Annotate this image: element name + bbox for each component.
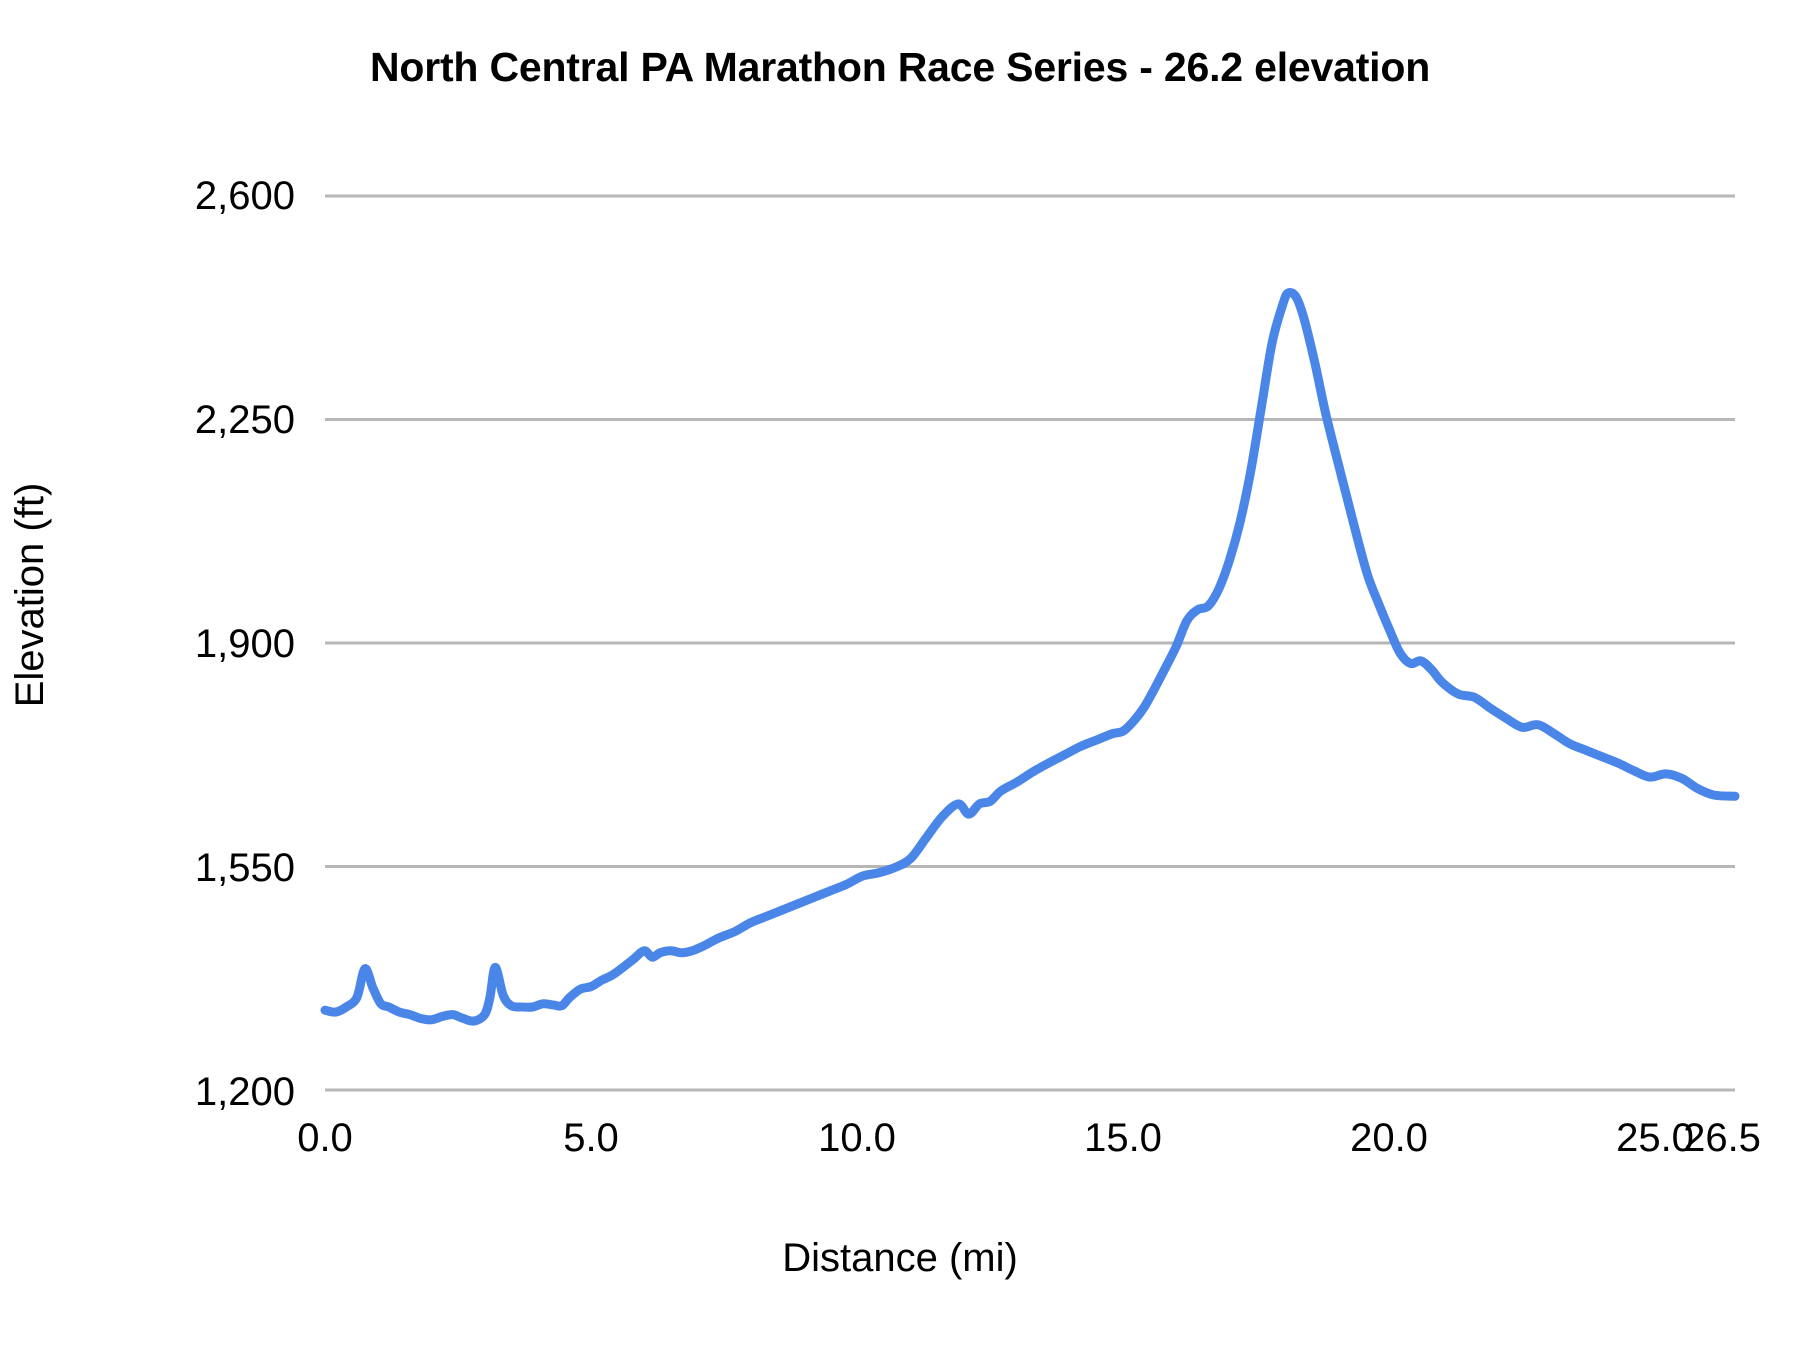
x-tick-label: 25.0 [1616,1116,1694,1160]
y-tick-label: 1,900 [194,622,295,666]
x-tick-label: 26.5 [1683,1116,1761,1160]
elevation-line-chart-svg [320,194,1740,1092]
elevation-series-line [320,288,1740,1026]
y-tick-label: 2,250 [194,398,295,442]
y-tick-label: 1,200 [194,1070,295,1114]
x-axis-title: Distance (mi) [782,1236,1018,1280]
gridlines [325,194,1735,1092]
y-axis-tick-labels: 2,600 2,250 1,900 1,550 1,200 [95,0,295,1350]
plot-area [320,194,1740,1092]
x-tick-label: 20.0 [1350,1116,1428,1160]
x-tick-label: 0.0 [297,1116,353,1160]
y-tick-label: 2,600 [194,174,295,218]
y-tick-label: 1,550 [194,846,295,890]
x-tick-label: 15.0 [1084,1116,1162,1160]
x-tick-label: 10.0 [818,1116,896,1160]
x-tick-label: 5.0 [563,1116,619,1160]
chart-title: North Central PA Marathon Race Series - … [369,44,1431,90]
y-axis-title: Elevation (ft) [8,482,52,708]
